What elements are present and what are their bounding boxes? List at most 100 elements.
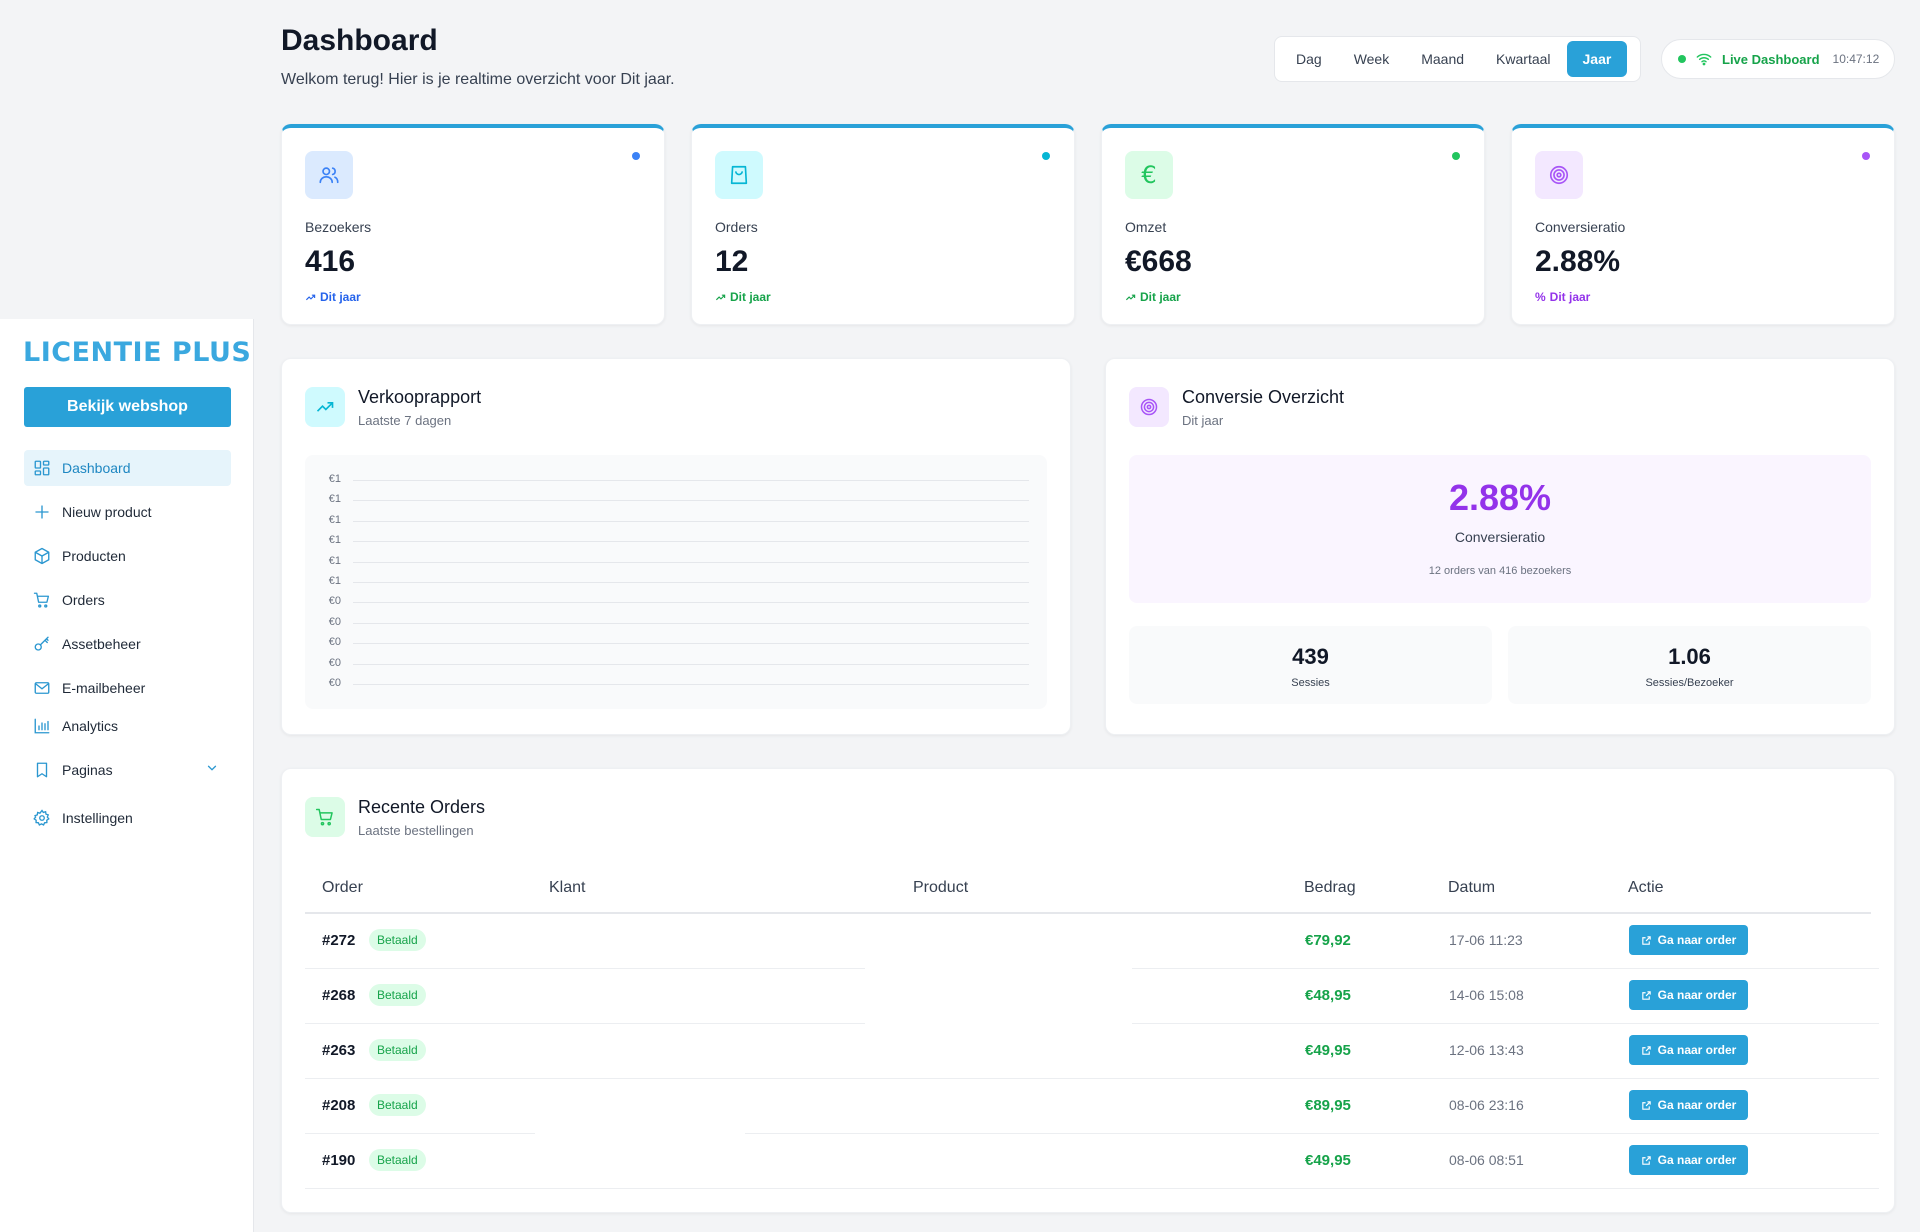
order-date: 17-06 11:23	[1449, 932, 1523, 948]
go-to-order-button[interactable]: Ga naar order	[1629, 1090, 1748, 1120]
sidebar-item-label: Orders	[62, 592, 105, 608]
status-badge: Betaald	[369, 984, 426, 1006]
external-link-icon	[1641, 935, 1651, 945]
dashboard-icon	[32, 458, 52, 478]
sidebar-item-products[interactable]: Producten	[24, 538, 231, 574]
gear-icon	[32, 808, 52, 828]
sidebar-item-orders[interactable]: Orders	[24, 582, 231, 618]
go-to-order-button[interactable]: Ga naar order	[1629, 1035, 1748, 1065]
stat-trend-label: Dit jaar	[730, 290, 771, 304]
section-subtitle: Laatste 7 dagen	[358, 413, 452, 428]
section-title: Recente Orders	[358, 797, 486, 817]
y-axis-tick-label: €1	[328, 534, 341, 547]
order-date: 08-06 08:51	[1449, 1152, 1524, 1168]
period-month-button[interactable]: Maand	[1421, 51, 1465, 67]
trend-up-icon	[1125, 294, 1136, 300]
sidebar-item-label: Paginas	[62, 762, 113, 778]
order-date: 08-06 23:16	[1449, 1097, 1524, 1113]
status-dot	[1042, 152, 1050, 160]
sidebar-item-label: Analytics	[62, 718, 119, 734]
chevron-down-icon[interactable]	[205, 761, 219, 778]
sidebar-item-pages[interactable]: Paginas	[24, 752, 231, 788]
recent-orders-card: Recente Orders Laatste bestellingen Orde…	[281, 768, 1895, 1213]
order-amount: €79,92	[1305, 932, 1351, 949]
live-indicator: Live Dashboard 10:47:12	[1661, 39, 1895, 79]
section-title: Verkooprapport	[358, 387, 482, 407]
sessions-value: 439	[1292, 644, 1329, 669]
percent-icon: %	[1535, 290, 1546, 304]
period-quarter-button[interactable]: Kwartaal	[1496, 51, 1551, 67]
view-webshop-button[interactable]: Bekijk webshop	[24, 387, 231, 427]
order-number: #208	[322, 1097, 356, 1114]
external-link-icon	[1641, 1155, 1651, 1165]
shopping-bag-icon	[715, 151, 763, 199]
chart-gridline	[353, 582, 1029, 583]
cart-icon	[32, 590, 52, 610]
chart-gridline	[353, 643, 1029, 645]
stat-trend-label: Dit jaar	[1549, 290, 1591, 304]
y-axis-tick-label: €0	[328, 595, 341, 608]
go-to-order-button[interactable]: Ga naar order	[1629, 925, 1748, 955]
y-axis-tick-label: €0	[328, 656, 341, 669]
y-axis-tick-label: €1	[328, 493, 341, 506]
table-row: #208 Betaald €89,95 08-06 23:16 Ga naar …	[305, 1079, 1879, 1134]
column-header-customer: Klant	[549, 879, 586, 896]
status-dot	[632, 152, 640, 160]
page-title: Dashboard	[281, 24, 438, 57]
column-header-action: Actie	[1628, 879, 1664, 896]
chart-gridline	[353, 622, 1029, 624]
target-icon	[1535, 151, 1583, 199]
status-badge: Betaald	[369, 929, 426, 951]
wifi-icon	[1696, 52, 1712, 66]
table-row: #268 Betaald €48,95 14-06 15:08 Ga naar …	[305, 969, 1879, 1024]
period-year-button[interactable]: Jaar	[1566, 41, 1628, 77]
chart-gridline	[353, 520, 1029, 522]
order-number: #190	[322, 1152, 356, 1169]
status-badge: Betaald	[369, 1094, 426, 1116]
trend-up-icon	[305, 294, 316, 300]
period-day-button[interactable]: Dag	[1296, 51, 1322, 67]
sidebar-item-assets[interactable]: Assetbeheer	[24, 626, 231, 662]
conversion-summary: 2.88% Conversieratio 12 orders van 416 b…	[1129, 455, 1871, 603]
stat-label: Omzet	[1125, 219, 1167, 235]
order-number: #272	[322, 932, 356, 949]
chart-gridline	[353, 561, 1029, 563]
row-divider	[305, 1133, 535, 1134]
status-badge: Betaald	[369, 1039, 426, 1061]
sidebar: LICENTIE PLUS Bekijk webshop Dashboard N…	[0, 319, 254, 1232]
sidebar-item-settings[interactable]: Instellingen	[24, 800, 231, 836]
sidebar-item-label: Assetbeheer	[62, 636, 141, 652]
stat-label: Orders	[715, 219, 758, 235]
sessions-per-visitor-value: 1.06	[1668, 644, 1711, 669]
conversion-rate: 2.88%	[1448, 477, 1552, 518]
go-to-order-label: Ga naar order	[1657, 988, 1737, 1002]
sidebar-item-label: Producten	[62, 548, 126, 564]
stat-trend: Dit jaar	[1125, 290, 1181, 304]
column-header-order: Order	[322, 879, 363, 896]
go-to-order-button[interactable]: Ga naar order	[1629, 1145, 1748, 1175]
y-axis-tick-label: €0	[328, 677, 341, 689]
sidebar-item-new-product[interactable]: Nieuw product	[24, 494, 231, 530]
sales-chart: €1 €1 €1 €1 €1 €1 €0 €0 €0 €0 €0	[305, 455, 1047, 709]
y-axis-tick-label: €0	[328, 615, 341, 628]
sidebar-item-email[interactable]: E-mailbeheer	[24, 670, 231, 706]
stat-card-revenue: € Omzet €668 Dit jaar	[1101, 124, 1485, 325]
sidebar-item-analytics[interactable]: Analytics	[24, 708, 231, 744]
conversion-note: 12 orders van 416 bezoekers	[1428, 565, 1572, 577]
bar-chart-icon	[32, 716, 52, 736]
period-selector: Dag Week Maand Kwartaal Jaar	[1274, 36, 1641, 82]
trend-up-icon	[715, 294, 726, 300]
table-header-divider	[305, 912, 1871, 914]
sidebar-item-label: Nieuw product	[62, 504, 152, 520]
go-to-order-button[interactable]: Ga naar order	[1629, 980, 1748, 1010]
order-number: #268	[322, 987, 356, 1004]
stat-label: Bezoekers	[305, 219, 372, 235]
period-week-button[interactable]: Week	[1353, 51, 1390, 67]
y-axis-tick-label: €1	[328, 513, 341, 526]
order-amount: €89,95	[1305, 1097, 1351, 1114]
page-subtitle: Welkom terug! Hier is je realtime overzi…	[281, 71, 675, 88]
row-divider	[745, 1133, 1879, 1134]
cart-icon	[305, 797, 345, 837]
sidebar-item-dashboard[interactable]: Dashboard	[24, 450, 231, 486]
stat-value: 416	[305, 245, 356, 278]
